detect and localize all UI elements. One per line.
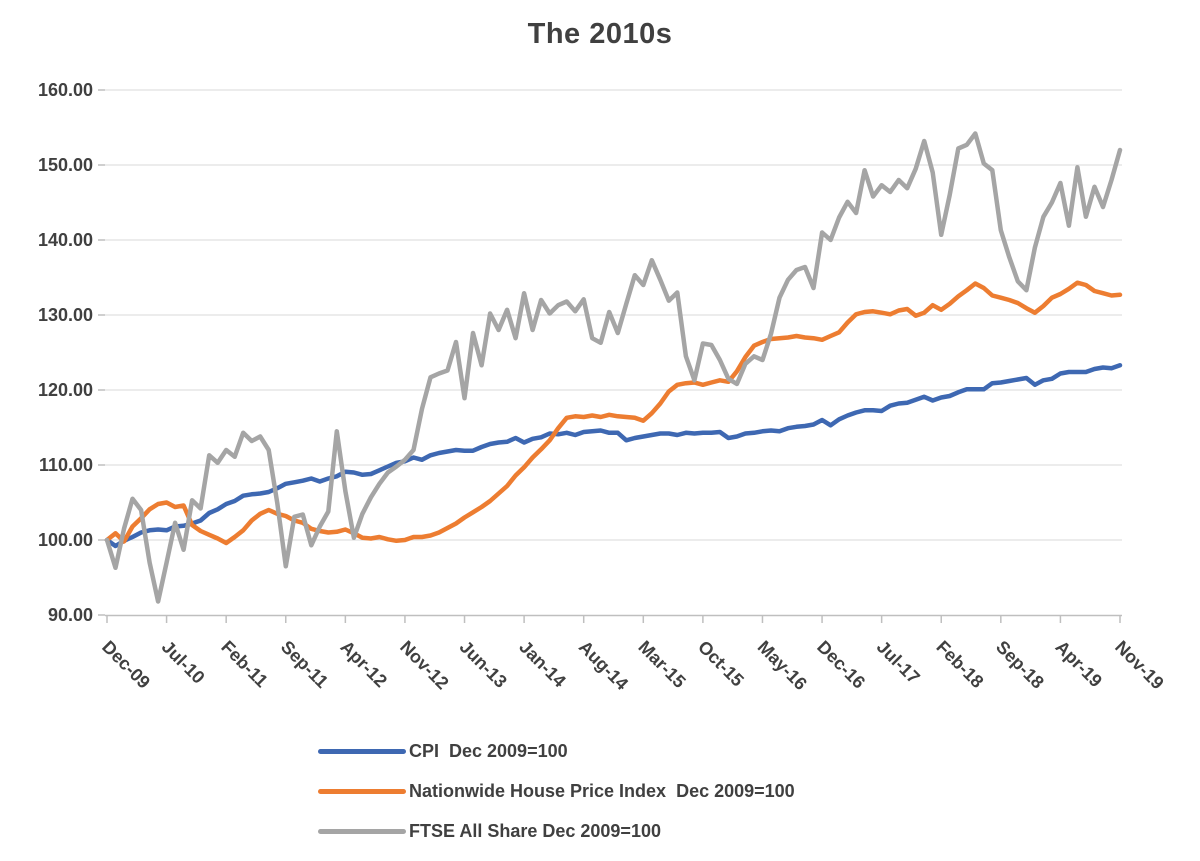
x-axis-label: Feb-11 [217,637,271,691]
legend: CPI Dec 2009=100 Nationwide House Price I… [318,731,795,851]
x-axis-label: Sep-11 [277,637,332,692]
y-axis-label: 130.00 [38,305,93,325]
legend-label: CPI Dec 2009=100 [409,740,568,761]
x-axis-label: Jan-14 [515,637,569,691]
legend-label: FTSE All Share Dec 2009=100 [409,820,661,841]
x-axis-label: May-16 [754,637,811,694]
x-axis-label: Aug-14 [575,637,632,694]
y-axis-label: 120.00 [38,380,93,400]
y-axis-label: 100.00 [38,530,93,550]
legend-item: Nationwide House Price Index Dec 2009=10… [318,771,795,811]
legend-item: CPI Dec 2009=100 [318,731,795,771]
legend-item: FTSE All Share Dec 2009=100 [318,811,795,851]
nationwide-hpi-line [104,280,1123,546]
ftse-all-share-legend-swatch [318,828,406,834]
x-axis-label: Dec-09 [98,637,154,693]
ftse-all-share-line [104,131,1123,604]
x-axis-label: Jul-10 [158,637,209,688]
cpi-line [104,363,1123,549]
cpi-legend-swatch [318,748,406,754]
x-axis-label: Apr-19 [1052,637,1106,691]
x-axis-label: Jul-17 [873,637,924,688]
x-axis-label: Oct-15 [694,637,748,691]
y-axis-label: 150.00 [38,155,93,175]
x-axis-label: Mar-15 [634,637,689,692]
plot-area: 90.00 100.00 110.00 120.00 130.00 140.00 150.0… [38,80,1168,694]
x-axis-label: Nov-19 [1111,637,1168,694]
x-axis-label: Dec-16 [813,637,869,693]
y-axis-label: 90.00 [48,605,93,625]
nationwide-hpi-legend-swatch [318,788,406,794]
chart-title: The 2010s [527,18,673,50]
y-axis-label: 110.00 [39,455,93,475]
x-axis-label: Sep-18 [992,637,1048,693]
y-axis-label: 160.00 [38,80,93,100]
y-axis-label: 140.00 [38,230,93,250]
x-axis-label: Jun-13 [456,637,511,692]
legend-label: Nationwide House Price Index Dec 2009=10… [409,780,795,801]
x-axis-label: Apr-12 [337,637,391,691]
x-axis-label: Feb-18 [932,637,987,692]
x-axis-label: Nov-12 [396,637,453,694]
